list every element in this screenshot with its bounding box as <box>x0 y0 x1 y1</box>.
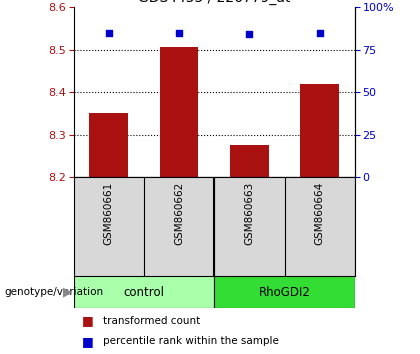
Text: control: control <box>123 286 164 298</box>
Bar <box>160 47 198 177</box>
Point <box>316 30 323 35</box>
Text: GSM860661: GSM860661 <box>104 182 114 245</box>
Point <box>176 30 182 35</box>
Bar <box>89 113 128 177</box>
Bar <box>74 276 214 308</box>
Point <box>105 30 112 35</box>
Title: GDS4455 / 226779_at: GDS4455 / 226779_at <box>138 0 291 5</box>
Text: genotype/variation: genotype/variation <box>4 287 103 297</box>
Point <box>246 32 253 37</box>
Bar <box>230 145 269 177</box>
Text: ■: ■ <box>82 335 94 348</box>
Text: transformed count: transformed count <box>103 316 200 326</box>
Bar <box>214 276 355 308</box>
Text: percentile rank within the sample: percentile rank within the sample <box>103 336 279 346</box>
Text: GSM860662: GSM860662 <box>174 182 184 245</box>
Text: RhoGDI2: RhoGDI2 <box>259 286 310 298</box>
Text: GSM860664: GSM860664 <box>315 182 325 245</box>
Bar <box>300 84 339 177</box>
Text: GSM860663: GSM860663 <box>244 182 255 245</box>
Text: ▶: ▶ <box>63 286 73 298</box>
Text: ■: ■ <box>82 314 94 327</box>
